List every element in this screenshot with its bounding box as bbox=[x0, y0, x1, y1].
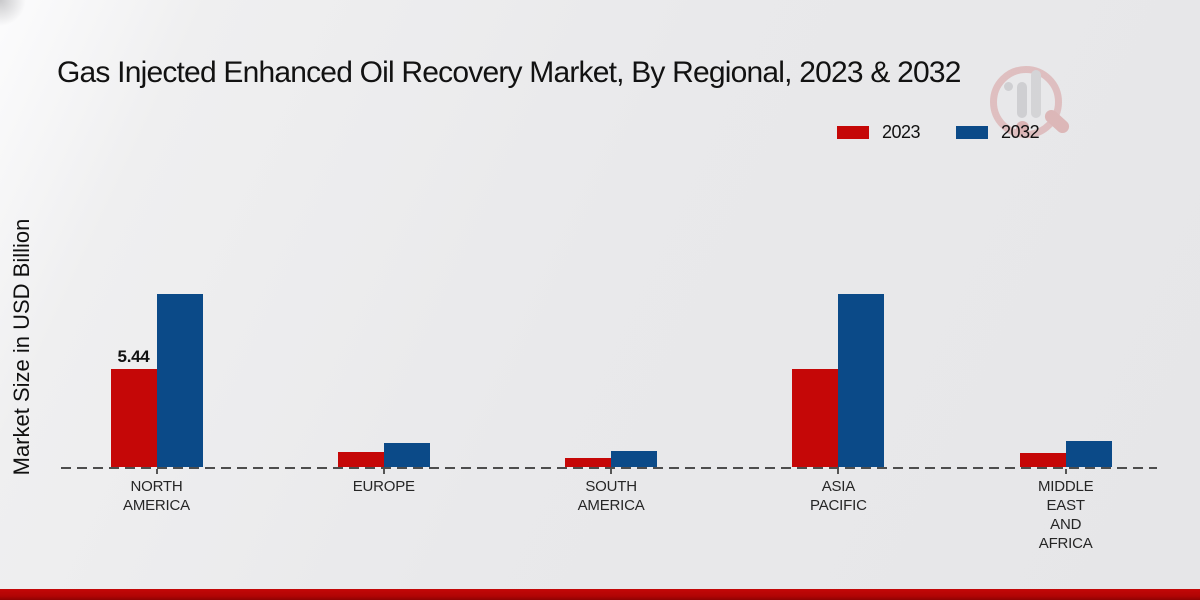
legend-label-2032: 2032 bbox=[1001, 122, 1040, 142]
bar-2023-middle-east-and-africa bbox=[1019, 453, 1066, 467]
legend: 2023 2032 bbox=[837, 122, 1040, 143]
bar-2023-asia-pacific bbox=[792, 369, 839, 467]
bar-2032-europe bbox=[383, 443, 430, 467]
chart-title: Gas Injected Enhanced Oil Recovery Marke… bbox=[57, 56, 961, 90]
bar-2032-south-america bbox=[611, 451, 658, 467]
watermark-logo bbox=[990, 58, 1090, 158]
bar-2032-middle-east-and-africa bbox=[1065, 441, 1112, 467]
legend-item-2023: 2023 bbox=[837, 122, 921, 143]
legend-swatch-2023 bbox=[837, 126, 869, 139]
logo-bar-icon bbox=[1017, 82, 1027, 118]
bar-2023-north-america bbox=[110, 369, 157, 467]
logo-bar-icon bbox=[1031, 70, 1041, 118]
logo-red-dot-icon bbox=[1016, 121, 1029, 134]
y-axis-label: Market Size in USD Billion bbox=[9, 218, 34, 476]
legend-item-2032: 2032 bbox=[956, 122, 1040, 143]
category-tick bbox=[610, 469, 613, 474]
footer-accent-bar bbox=[0, 589, 1200, 600]
category-label-middle-east-and-africa: MIDDLE EAST AND AFRICA bbox=[1037, 478, 1094, 552]
category-label-europe: EUROPE bbox=[352, 478, 415, 495]
category-tick bbox=[837, 469, 840, 474]
bar-2023-south-america bbox=[565, 458, 612, 467]
legend-swatch-2032 bbox=[956, 126, 989, 139]
category-tick bbox=[382, 469, 385, 474]
legend-label-2023: 2023 bbox=[882, 122, 921, 142]
category-tick bbox=[155, 469, 158, 474]
logo-dot-icon bbox=[1004, 82, 1013, 91]
bar-2032-asia-pacific bbox=[838, 294, 885, 467]
bar-2023-europe bbox=[337, 452, 384, 467]
category-label-north-america: NORTH AMERICA bbox=[123, 478, 190, 514]
x-axis-baseline bbox=[61, 467, 1157, 469]
bar-2032-north-america bbox=[156, 294, 203, 467]
magnifier-ring-icon bbox=[990, 66, 1062, 138]
category-tick bbox=[1064, 469, 1067, 474]
category-label-south-america: SOUTH AMERICA bbox=[577, 478, 645, 514]
category-label-asia-pacific: ASIA PACIFIC bbox=[810, 478, 867, 514]
bar-value-label: 5.44 bbox=[117, 347, 150, 366]
